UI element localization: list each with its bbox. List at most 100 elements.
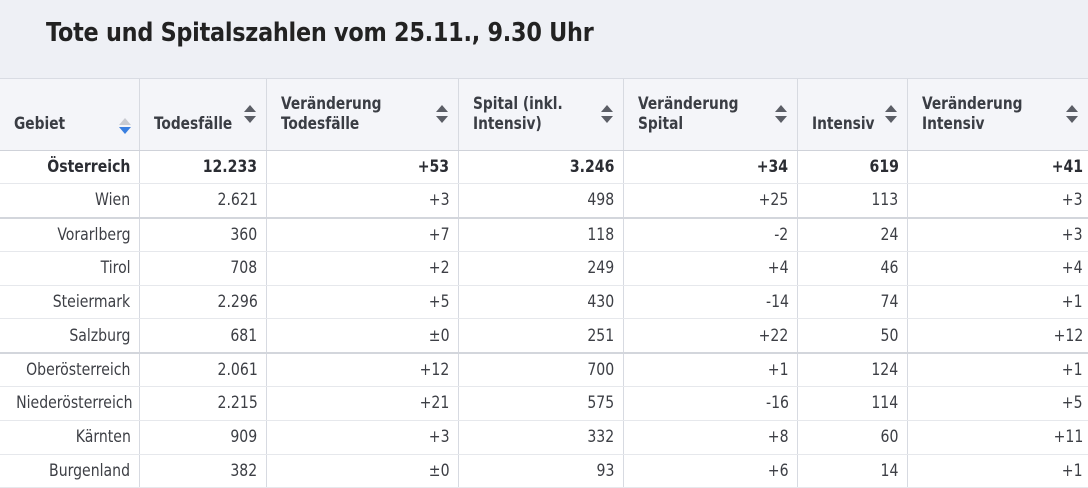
cell-todesfaelle: 2.215 xyxy=(139,386,267,421)
cell-veraenderung-spital: +4 xyxy=(623,251,798,286)
sort-icon[interactable] xyxy=(884,105,897,124)
cell-intensiv: 46 xyxy=(797,251,908,286)
cell-veraenderung-intensiv: +3 xyxy=(907,183,1088,219)
cell-veraenderung-todesfaelle: +7 xyxy=(266,217,459,252)
cell-veraenderung-spital: +25 xyxy=(623,183,798,219)
cell-veraenderung-intensiv: +11 xyxy=(907,420,1088,455)
cell-veraenderung-intensiv: +5 xyxy=(907,386,1088,421)
cell-gebiet: Steiermark xyxy=(0,285,140,320)
sort-icon[interactable] xyxy=(774,105,787,124)
cell-veraenderung-todesfaelle: +53 xyxy=(266,150,459,185)
cell-veraenderung-intensiv: +4 xyxy=(907,251,1088,286)
cell-gebiet: Kärnten xyxy=(0,420,140,455)
title-bar: Tote und Spitalszahlen vom 25.11., 9.30 … xyxy=(0,0,1088,79)
cell-veraenderung-todesfaelle: +3 xyxy=(266,420,459,455)
cell-todesfaelle: 681 xyxy=(139,318,267,354)
column-header-label: Intensiv xyxy=(811,113,875,134)
column-header-intensiv[interactable]: Intensiv xyxy=(797,79,908,151)
table-row: Vorarlberg 360 +7 118 -2 24 +3 xyxy=(0,217,1088,252)
cell-veraenderung-spital: -14 xyxy=(623,285,798,320)
column-header-spital[interactable]: Spital (inkl. Intensiv) xyxy=(458,79,624,151)
table-row: Burgenland 382 ±0 93 +6 14 +1 xyxy=(0,454,1088,488)
cell-veraenderung-todesfaelle: +5 xyxy=(266,285,459,320)
cell-veraenderung-spital: +6 xyxy=(623,454,798,488)
page-title: Tote und Spitalszahlen vom 25.11., 9.30 … xyxy=(46,18,594,48)
cell-veraenderung-todesfaelle: +12 xyxy=(266,352,459,388)
cell-veraenderung-spital: +8 xyxy=(623,420,798,455)
sort-icon[interactable] xyxy=(118,117,131,134)
cell-gebiet: Burgenland xyxy=(0,454,140,488)
data-table: Gebiet Todesfälle Veränderung Todesfälle… xyxy=(0,79,1088,488)
table-row: Tirol 708 +2 249 +4 46 +4 xyxy=(0,251,1088,286)
cell-todesfaelle: 708 xyxy=(139,251,267,286)
cell-veraenderung-spital: +1 xyxy=(623,352,798,388)
cell-intensiv: 50 xyxy=(797,318,908,354)
cell-veraenderung-spital: -16 xyxy=(623,386,798,421)
cell-gebiet: Vorarlberg xyxy=(0,217,140,252)
cell-gebiet: Salzburg xyxy=(0,318,140,354)
cell-veraenderung-intensiv: +12 xyxy=(907,318,1088,354)
sort-icon[interactable] xyxy=(1066,105,1078,124)
cell-veraenderung-todesfaelle: ±0 xyxy=(266,454,459,488)
cell-spital: 430 xyxy=(458,285,624,320)
cell-todesfaelle: 909 xyxy=(139,420,267,455)
table-header-row: Gebiet Todesfälle Veränderung Todesfälle… xyxy=(0,79,1088,151)
sort-icon[interactable] xyxy=(243,105,256,124)
cell-intensiv: 14 xyxy=(797,454,908,488)
column-header-label: Todesfälle xyxy=(153,113,232,134)
cell-todesfaelle: 360 xyxy=(139,217,267,252)
cell-spital: 3.246 xyxy=(458,150,624,185)
column-header-veraenderung-spital[interactable]: Veränderung Spital xyxy=(623,79,798,151)
table-row: Oberösterreich 2.061 +12 700 +1 124 +1 xyxy=(0,352,1088,388)
column-header-todesfaelle[interactable]: Todesfälle xyxy=(139,79,267,151)
table-row: Kärnten 909 +3 332 +8 60 +11 xyxy=(0,420,1088,455)
cell-veraenderung-intensiv: +1 xyxy=(907,352,1088,388)
cell-gebiet: Tirol xyxy=(0,251,140,286)
table-row: Salzburg 681 ±0 251 +22 50 +12 xyxy=(0,318,1088,354)
sort-icon[interactable] xyxy=(435,105,448,124)
cell-veraenderung-todesfaelle: +2 xyxy=(266,251,459,286)
cell-todesfaelle: 2.296 xyxy=(139,285,267,320)
cell-todesfaelle: 382 xyxy=(139,454,267,488)
column-header-label: Veränderung Spital xyxy=(637,93,738,134)
cell-veraenderung-todesfaelle: +21 xyxy=(266,386,459,421)
cell-gebiet: Niederösterreich xyxy=(0,386,140,421)
column-header-veraenderung-intensiv[interactable]: Veränderung Intensiv xyxy=(907,79,1088,151)
column-header-label: Veränderung Intensiv xyxy=(921,93,1022,134)
sort-icon[interactable] xyxy=(600,105,613,124)
table-row: Österreich 12.233 +53 3.246 +34 619 +41 xyxy=(0,150,1088,185)
cell-intensiv: 24 xyxy=(797,217,908,252)
cell-spital: 251 xyxy=(458,318,624,354)
cell-veraenderung-todesfaelle: ±0 xyxy=(266,318,459,354)
cell-veraenderung-spital: +34 xyxy=(623,150,798,185)
cell-intensiv: 114 xyxy=(797,386,908,421)
cell-intensiv: 124 xyxy=(797,352,908,388)
cell-intensiv: 113 xyxy=(797,183,908,219)
cell-intensiv: 619 xyxy=(797,150,908,185)
cell-spital: 498 xyxy=(458,183,624,219)
cell-veraenderung-spital: -2 xyxy=(623,217,798,252)
column-header-veraenderung-todesfaelle[interactable]: Veränderung Todesfälle xyxy=(266,79,459,151)
table-row: Steiermark 2.296 +5 430 -14 74 +1 xyxy=(0,285,1088,320)
cell-veraenderung-intensiv: +1 xyxy=(907,454,1088,488)
cell-veraenderung-intensiv: +3 xyxy=(907,217,1088,252)
cell-intensiv: 60 xyxy=(797,420,908,455)
cell-gebiet: Wien xyxy=(0,183,140,219)
column-header-label: Spital (inkl. Intensiv) xyxy=(472,93,563,134)
cell-spital: 332 xyxy=(458,420,624,455)
cell-spital: 575 xyxy=(458,386,624,421)
cell-veraenderung-todesfaelle: +3 xyxy=(266,183,459,219)
cell-veraenderung-spital: +22 xyxy=(623,318,798,354)
table-row: Niederösterreich 2.215 +21 575 -16 114 +… xyxy=(0,386,1088,421)
cell-intensiv: 74 xyxy=(797,285,908,320)
cell-todesfaelle: 12.233 xyxy=(139,150,267,185)
cell-veraenderung-intensiv: +1 xyxy=(907,285,1088,320)
cell-spital: 249 xyxy=(458,251,624,286)
cell-spital: 700 xyxy=(458,352,624,388)
column-header-gebiet[interactable]: Gebiet xyxy=(0,79,140,151)
cell-spital: 93 xyxy=(458,454,624,488)
cell-todesfaelle: 2.621 xyxy=(139,183,267,219)
cell-gebiet: Oberösterreich xyxy=(0,352,140,388)
cell-veraenderung-intensiv: +41 xyxy=(907,150,1088,185)
column-header-label: Veränderung Todesfälle xyxy=(280,93,381,134)
